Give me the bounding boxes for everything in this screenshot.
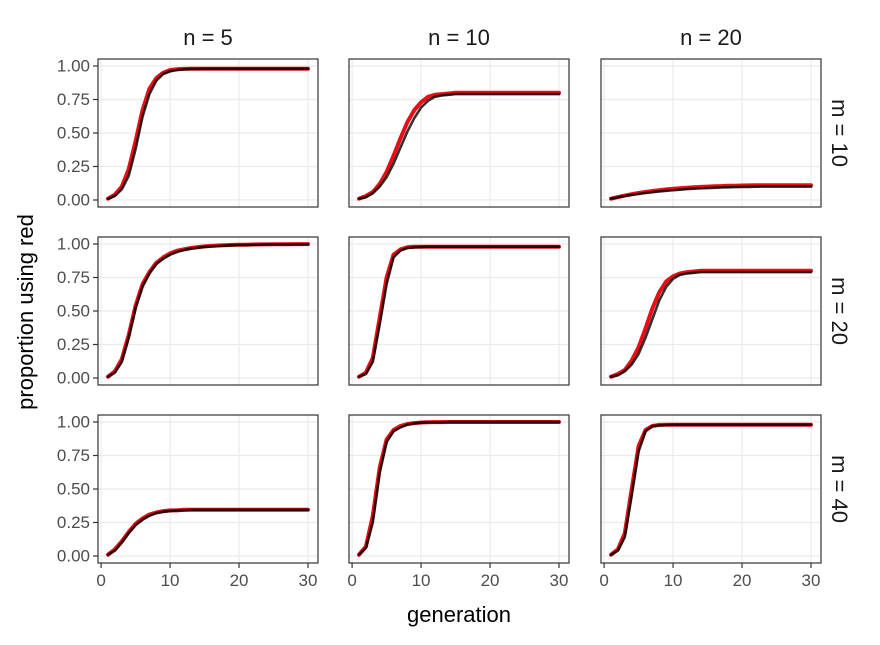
y-tick-label: 0.75 bbox=[57, 268, 90, 287]
y-tick-label: 0.50 bbox=[57, 124, 90, 143]
y-tick-label: 0.25 bbox=[57, 513, 90, 532]
series-line-model bbox=[609, 268, 813, 379]
series-line-simulated bbox=[357, 420, 561, 557]
series-line-simulated bbox=[357, 245, 561, 379]
series-line-simulated bbox=[106, 243, 310, 379]
panel-border bbox=[600, 236, 822, 386]
y-tick-label: 0.00 bbox=[57, 547, 90, 566]
panel-border bbox=[348, 58, 570, 208]
series-line-simulated bbox=[357, 92, 561, 200]
x-tick-label: 0 bbox=[96, 571, 105, 590]
x-tick-label: 30 bbox=[299, 571, 318, 590]
y-tick-label: 0.00 bbox=[57, 191, 90, 210]
y-tick-label: 1.00 bbox=[57, 413, 90, 432]
y-tick-label: 0.50 bbox=[57, 480, 90, 499]
y-tick-label: 1.00 bbox=[57, 57, 90, 76]
series-line-simulated bbox=[609, 423, 813, 557]
y-tick-label: 0.25 bbox=[57, 335, 90, 354]
x-tick-label: 20 bbox=[230, 571, 249, 590]
y-axis-title: proportion using red bbox=[13, 214, 38, 410]
x-axis-title: generation bbox=[407, 602, 511, 627]
series-line-simulated bbox=[106, 67, 310, 200]
x-tick-label: 20 bbox=[481, 571, 500, 590]
y-tick-label: 0.25 bbox=[57, 157, 90, 176]
y-tick-label: 0.75 bbox=[57, 446, 90, 465]
x-tick-label: 20 bbox=[733, 571, 752, 590]
x-tick-label: 10 bbox=[412, 571, 431, 590]
x-tick-label: 0 bbox=[599, 571, 608, 590]
facet-column-label: n = 20 bbox=[680, 25, 742, 50]
series-line-simulated bbox=[106, 508, 310, 557]
panel-border bbox=[600, 414, 822, 564]
panel-border bbox=[600, 58, 822, 208]
y-tick-label: 0.75 bbox=[57, 90, 90, 109]
x-tick-label: 30 bbox=[550, 571, 569, 590]
facet-row-label: m = 10 bbox=[827, 99, 852, 167]
facet-column-label: n = 5 bbox=[183, 25, 233, 50]
x-tick-label: 10 bbox=[161, 571, 180, 590]
series-line-simulated bbox=[609, 185, 813, 200]
x-tick-label: 30 bbox=[802, 571, 821, 590]
facet-column-label: n = 10 bbox=[428, 25, 490, 50]
series-line-model bbox=[106, 507, 310, 557]
y-tick-label: 0.50 bbox=[57, 302, 90, 321]
series-line-model bbox=[357, 90, 561, 201]
series-line-simulated bbox=[609, 270, 813, 379]
y-tick-label: 1.00 bbox=[57, 235, 90, 254]
y-tick-label: 0.00 bbox=[57, 369, 90, 388]
x-tick-label: 0 bbox=[347, 571, 356, 590]
facet-row-label: m = 20 bbox=[827, 277, 852, 345]
panel-border bbox=[348, 236, 570, 386]
series-line-model bbox=[357, 244, 561, 379]
panel-border bbox=[348, 414, 570, 564]
facet-row-label: m = 40 bbox=[827, 455, 852, 523]
series-line-model bbox=[357, 420, 561, 557]
x-tick-label: 10 bbox=[664, 571, 683, 590]
